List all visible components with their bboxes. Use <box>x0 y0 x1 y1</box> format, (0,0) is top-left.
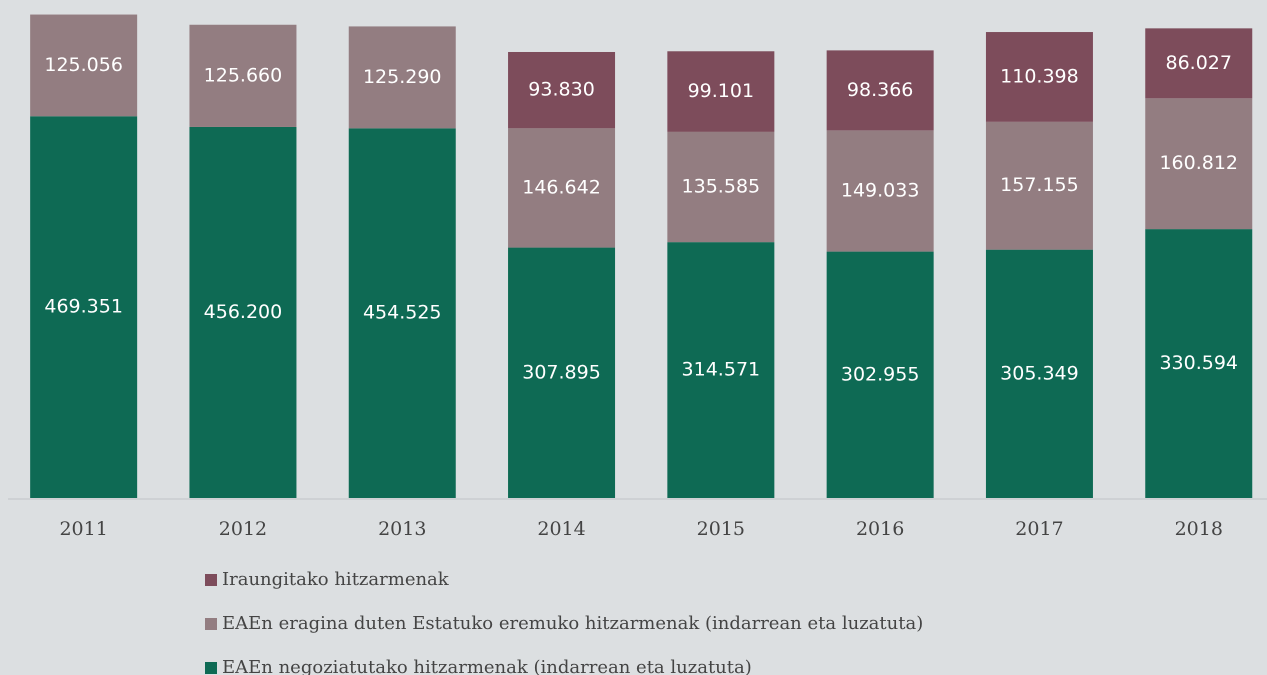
x-tick-label: 2013 <box>378 518 426 540</box>
bar-segment <box>667 242 775 498</box>
value-label: 98.366 <box>847 79 913 101</box>
bar-segment <box>826 130 934 252</box>
value-label: 99.101 <box>688 80 754 102</box>
value-label: 305.349 <box>1000 362 1079 384</box>
bar-segment <box>508 51 616 129</box>
value-label: 125.660 <box>204 64 283 86</box>
bar-segment <box>508 247 616 498</box>
value-label: 149.033 <box>841 179 920 201</box>
bar-segment <box>189 126 297 498</box>
value-label: 469.351 <box>44 296 123 318</box>
bar-segment <box>985 121 1093 250</box>
bar-segment <box>826 251 934 498</box>
value-label: 86.027 <box>1166 52 1232 74</box>
value-label: 314.571 <box>682 359 761 381</box>
value-label: 93.830 <box>528 79 594 101</box>
x-tick-label: 2017 <box>1015 518 1063 540</box>
legend-label: EAEn negoziatutako hitzarmenak (indarrea… <box>222 657 752 675</box>
value-label: 330.594 <box>1159 352 1238 374</box>
x-tick-label: 2016 <box>856 518 904 540</box>
value-label: 160.812 <box>1159 152 1238 174</box>
bar-segment <box>30 116 138 499</box>
bar-segment <box>826 50 934 131</box>
bar-segment <box>1145 98 1253 230</box>
legend-swatch <box>205 574 217 586</box>
value-label: 157.155 <box>1000 174 1079 196</box>
value-label: 146.642 <box>522 176 601 198</box>
x-tick-label: 2011 <box>59 518 107 540</box>
value-label: 302.955 <box>841 363 920 385</box>
bar-segment <box>1145 28 1253 99</box>
bar-segment <box>30 14 138 117</box>
bar-segment <box>667 51 775 132</box>
x-tick-label: 2014 <box>537 518 585 540</box>
bar-segment <box>1145 229 1253 498</box>
legend-label: Iraungitako hitzarmenak <box>222 569 450 590</box>
legend-swatch <box>205 662 217 674</box>
bar-segment <box>348 26 456 129</box>
value-label: 135.585 <box>682 176 761 198</box>
x-tick-label: 2015 <box>697 518 745 540</box>
bar-segment <box>667 131 775 243</box>
legend-swatch <box>205 618 217 630</box>
legend-label: EAEn eragina duten Estatuko eremuko hitz… <box>222 613 923 634</box>
x-tick-label: 2018 <box>1175 518 1223 540</box>
value-label: 110.398 <box>1000 65 1079 87</box>
value-label: 125.290 <box>363 66 442 88</box>
value-label: 307.895 <box>522 361 601 383</box>
x-tick-label: 2012 <box>219 518 267 540</box>
value-label: 454.525 <box>363 302 442 324</box>
bar-segment <box>985 249 1093 498</box>
bar-segment <box>508 128 616 248</box>
bar-segment <box>348 128 456 498</box>
value-label: 456.200 <box>204 301 283 323</box>
bar-segment <box>189 24 297 127</box>
value-label: 125.056 <box>44 54 123 76</box>
bar-segment <box>985 32 1093 122</box>
